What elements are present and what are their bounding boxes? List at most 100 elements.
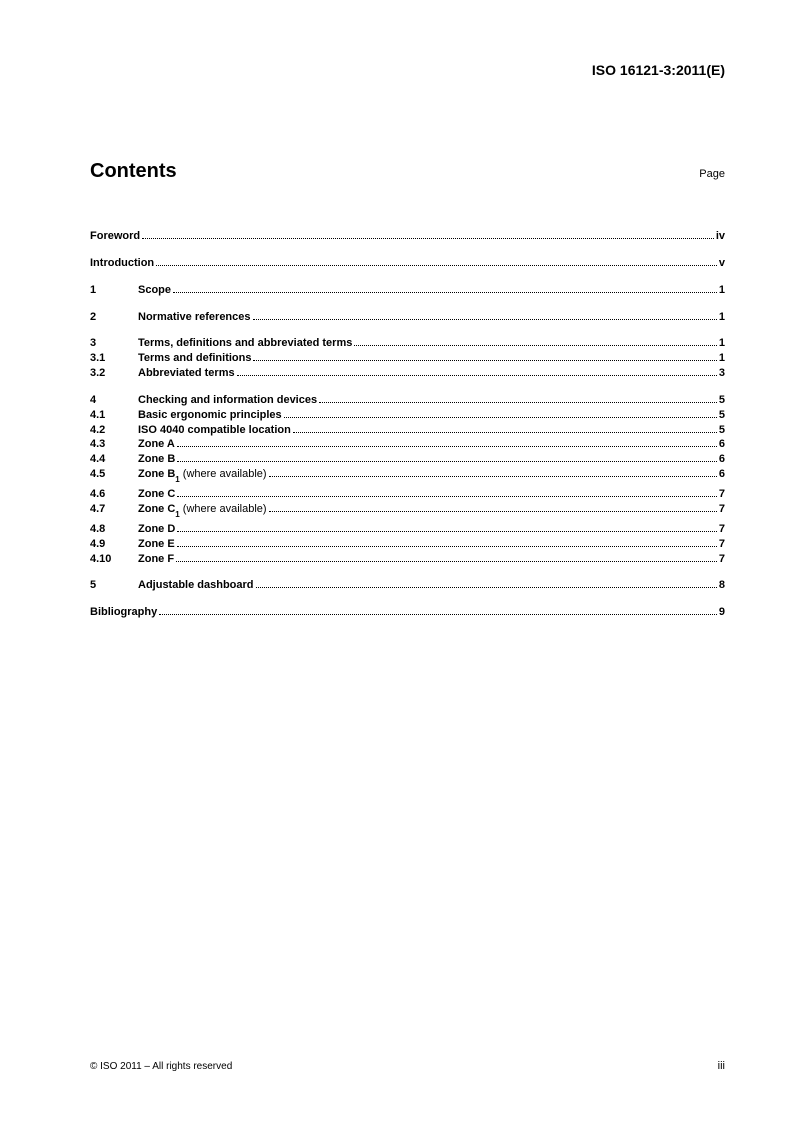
toc-entry-page: 5 [719,408,725,423]
toc-entry-number: 4.10 [90,552,138,567]
toc-entry-number: 1 [90,283,138,298]
toc-entry: 2Normative references 1 [90,310,725,325]
toc-entry-suffix: (where available) [180,503,267,515]
toc-entry-page: 6 [719,467,725,482]
toc-leader-dots [177,461,717,462]
toc-entry-label: Zone C [138,487,175,502]
toc-entry-number: 4.5 [90,467,138,482]
toc-entry-page: 7 [719,502,725,517]
toc-entry-number: 4.9 [90,537,138,552]
footer: © ISO 2011 – All rights reserved iii [90,1060,725,1072]
toc-entry-page: 1 [719,351,725,366]
toc-entry-label: ISO 4040 compatible location [138,423,291,438]
toc-leader-dots [177,546,717,547]
toc-entry-label: Abbreviated terms [138,366,235,381]
toc-group: Foreword iv [90,229,725,244]
toc-entry-number: 4.3 [90,437,138,452]
toc-entry-number: 4.1 [90,408,138,423]
toc-entry-page: 1 [719,283,725,298]
toc-entry-page: 6 [719,452,725,467]
page-number: iii [718,1060,725,1072]
toc-entry: 3.1Terms and definitions1 [90,351,725,366]
toc-entry: 4Checking and information devices5 [90,393,725,408]
title-row: Contents Page [90,160,725,183]
toc-leader-dots [269,476,717,477]
toc-entry-subscript: 1 [175,475,179,484]
toc-entry-page: 6 [719,437,725,452]
contents-title: Contents [90,160,177,183]
toc-entry-subscript: 1 [175,510,179,519]
toc-entry-suffix: (where available) [180,468,267,480]
toc-leader-dots [253,360,716,361]
toc-entry-label: Introduction [90,256,154,271]
toc-entry-number: 4.8 [90,522,138,537]
toc-entry-number: 3 [90,336,138,351]
toc-entry-label: Zone E [138,537,175,552]
toc-entry: 1Scope1 [90,283,725,298]
toc-leader-dots [269,511,717,512]
toc-leader-dots [177,496,717,497]
toc-entry: 4.5Zone B1 (where available) 6 [90,467,725,484]
toc-entry-page: 7 [719,552,725,567]
toc-entry-number: 5 [90,578,138,593]
toc-entry-label: Normative references [138,310,251,325]
toc-leader-dots [256,587,717,588]
toc-leader-dots [176,561,717,562]
toc-entry: 4.1Basic ergonomic principles 5 [90,408,725,423]
toc-entry: 4.6Zone C 7 [90,487,725,502]
toc-entry-label: Foreword [90,229,140,244]
toc-entry-page: 7 [719,537,725,552]
toc-container: ForewordivIntroductionv1Scope12Normative… [90,229,725,620]
toc-entry-page: 7 [719,487,725,502]
toc-entry: 4.7Zone C1 (where available)7 [90,502,725,519]
page-column-label: Page [699,168,725,180]
toc-entry-page: 1 [719,336,725,351]
toc-entry-label: Zone A [138,437,175,452]
toc-entry: 4.4Zone B 6 [90,452,725,467]
page-container: ISO 16121-3:2011(E) Contents Page Forewo… [0,0,793,1122]
toc-entry: 3Terms, definitions and abbreviated term… [90,336,725,351]
toc-leader-dots [173,292,717,293]
toc-entry-page: 3 [719,366,725,381]
toc-entry-label: Zone F [138,552,174,567]
toc-entry: 4.3Zone A 6 [90,437,725,452]
toc-entry-label: Zone B [138,452,175,467]
toc-group: 5Adjustable dashboard 8 [90,578,725,593]
toc-entry: Foreword iv [90,229,725,244]
toc-group: 4Checking and information devices54.1Bas… [90,393,725,567]
toc-entry-number: 4.4 [90,452,138,467]
toc-entry-label: Basic ergonomic principles [138,408,282,423]
toc-entry-number: 4.6 [90,487,138,502]
toc-group: 1Scope1 [90,283,725,298]
toc-entry-label: Terms and definitions [138,351,251,366]
toc-entry-label: Adjustable dashboard [138,578,254,593]
toc-entry-page: 7 [719,522,725,537]
toc-entry: 4.9Zone E 7 [90,537,725,552]
toc-leader-dots [237,375,717,376]
toc-entry: Introduction v [90,256,725,271]
toc-entry-page: 9 [719,605,725,620]
toc-leader-dots [177,446,717,447]
document-id: ISO 16121-3:2011(E) [90,62,725,78]
toc-entry-number: 2 [90,310,138,325]
toc-entry-number: 4 [90,393,138,408]
toc-leader-dots [319,402,717,403]
toc-entry-label: Terms, definitions and abbreviated terms [138,336,352,351]
toc-group: Bibliography9 [90,605,725,620]
toc-leader-dots [284,417,717,418]
toc-entry-label: Zone B1 (where available) [138,467,267,484]
toc-group: Introduction v [90,256,725,271]
toc-group: 2Normative references 1 [90,310,725,325]
toc-entry-page: 1 [719,310,725,325]
toc-entry-label: Scope [138,283,171,298]
toc-entry: Bibliography9 [90,605,725,620]
toc-entry-page: iv [716,229,725,244]
toc-leader-dots [142,238,714,239]
toc-entry: 4.10Zone F 7 [90,552,725,567]
toc-entry-page: v [719,256,725,271]
toc-entry-label: Checking and information devices [138,393,317,408]
toc-entry-number: 4.7 [90,502,138,517]
toc-entry-page: 8 [719,578,725,593]
toc-entry-number: 3.2 [90,366,138,381]
toc-leader-dots [293,432,717,433]
